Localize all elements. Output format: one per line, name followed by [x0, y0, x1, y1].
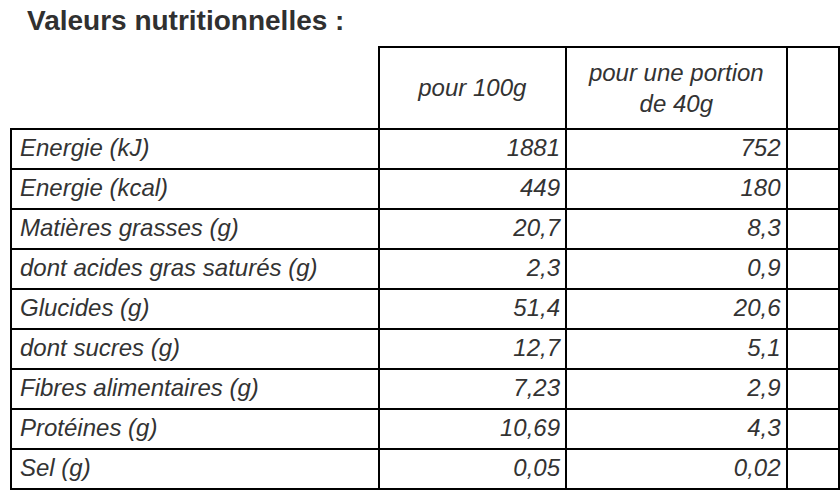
- corner-cell: [11, 47, 379, 129]
- cutoff-column-cell: [787, 129, 839, 169]
- row-label: Glucides (g): [11, 289, 379, 329]
- cutoff-column-cell: [787, 289, 839, 329]
- cutoff-column-cell: [787, 369, 839, 409]
- value-per-100g: 20,7: [379, 209, 567, 249]
- value-per-100g: 10,69: [379, 409, 567, 449]
- table-row: dont acides gras saturés (g) 2,3 0,9: [11, 249, 839, 289]
- row-label: dont sucres (g): [11, 329, 379, 369]
- value-per-portion: 0,02: [566, 449, 786, 489]
- table-row: Protéines (g) 10,69 4,3: [11, 409, 839, 449]
- cutoff-column-cell: [787, 249, 839, 289]
- table-row: Energie (kcal) 449 180: [11, 169, 839, 209]
- row-label: Energie (kcal): [11, 169, 379, 209]
- value-per-100g: 7,23: [379, 369, 567, 409]
- row-label: Fibres alimentaires (g): [11, 369, 379, 409]
- value-per-portion: 2,9: [566, 369, 786, 409]
- header-row: pour 100g pour une portion de 40g: [11, 47, 839, 129]
- cutoff-column-cell: [787, 209, 839, 249]
- cutoff-column-cell: [787, 449, 839, 489]
- value-per-portion: 20,6: [566, 289, 786, 329]
- value-per-100g: 51,4: [379, 289, 567, 329]
- row-label: Protéines (g): [11, 409, 379, 449]
- value-per-portion: 5,1: [566, 329, 786, 369]
- row-label: Sel (g): [11, 449, 379, 489]
- table-row: Glucides (g) 51,4 20,6: [11, 289, 839, 329]
- value-per-100g: 0,05: [379, 449, 567, 489]
- value-per-portion: 0,9: [566, 249, 786, 289]
- row-label: dont acides gras saturés (g): [11, 249, 379, 289]
- nutrition-table: pour 100g pour une portion de 40g Energi…: [10, 46, 840, 490]
- cutoff-column-cell: [787, 329, 839, 369]
- value-per-portion: 4,3: [566, 409, 786, 449]
- row-label: Matières grasses (g): [11, 209, 379, 249]
- col-header-per-portion: pour une portion de 40g: [566, 47, 786, 129]
- document-page: Valeurs nutritionnelles : pour 100g pour…: [0, 0, 840, 496]
- table-row: Energie (kJ) 1881 752: [11, 129, 839, 169]
- value-per-portion: 8,3: [566, 209, 786, 249]
- table-row: Sel (g) 0,05 0,02: [11, 449, 839, 489]
- cutoff-column-cell: [787, 169, 839, 209]
- table-row: Fibres alimentaires (g) 7,23 2,9: [11, 369, 839, 409]
- value-per-portion: 180: [566, 169, 786, 209]
- value-per-100g: 1881: [379, 129, 567, 169]
- value-per-100g: 12,7: [379, 329, 567, 369]
- value-per-100g: 2,3: [379, 249, 567, 289]
- value-per-100g: 449: [379, 169, 567, 209]
- cutoff-column-cell: [787, 47, 839, 129]
- page-title: Valeurs nutritionnelles :: [27, 5, 344, 37]
- row-label: Energie (kJ): [11, 129, 379, 169]
- col-header-per-100g: pour 100g: [379, 47, 567, 129]
- value-per-portion: 752: [566, 129, 786, 169]
- cutoff-column-cell: [787, 409, 839, 449]
- table-row: dont sucres (g) 12,7 5,1: [11, 329, 839, 369]
- table-row: Matières grasses (g) 20,7 8,3: [11, 209, 839, 249]
